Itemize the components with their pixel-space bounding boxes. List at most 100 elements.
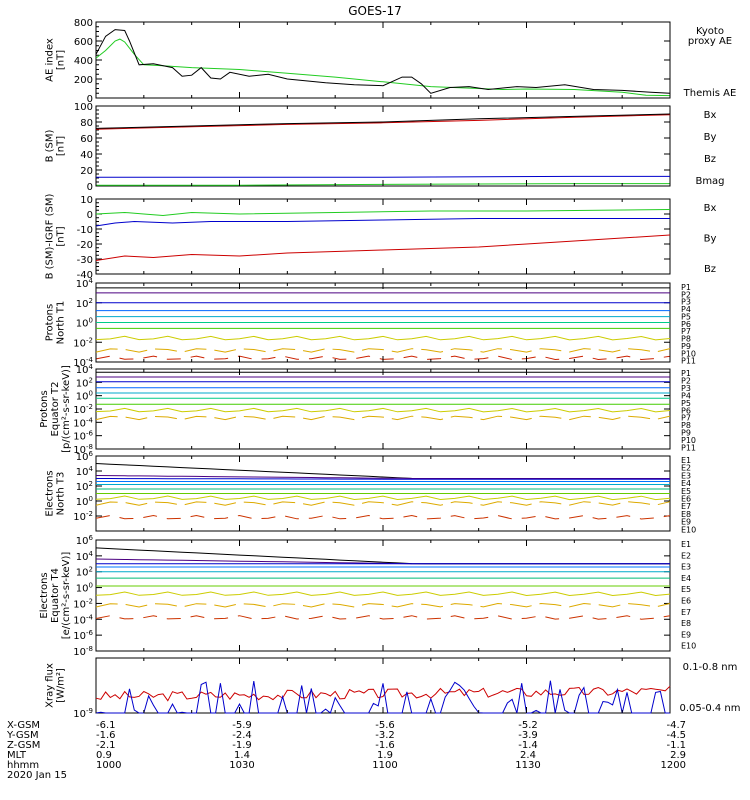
panel-0-series-kyoto-proxy-ae [95, 38, 671, 97]
panel-0-series-themis-ae [95, 29, 671, 94]
panel-4-legend-p6: P6 [681, 406, 691, 415]
panel-5-legend-e2: E2 [681, 464, 691, 473]
panel-0-ytick-label: 200 [74, 75, 93, 86]
panel-2-ytick-label: 0 [87, 210, 93, 221]
panel-1-ylabel: B (SM)[nT] [45, 129, 67, 162]
panel-2-legend-2: Bz [704, 264, 716, 275]
panel-5-legend-e7: E7 [681, 502, 691, 511]
panel-6-legend-e8: E8 [681, 619, 691, 628]
panel-5-ytick-label: 102 [76, 480, 93, 493]
panel-0-ytick-label: 800 [74, 18, 93, 29]
panel-7-legend-1: 0.05-0.4 nm [679, 703, 740, 714]
panel-7: 10-9 Xray flux[W/m²] 0.1-0.8 nm 0.05-0.4 nm [45, 657, 741, 720]
panel-1-ytick-label: 20 [80, 166, 93, 177]
panel-7-legend-0: 0.1-0.8 nm [683, 662, 738, 673]
panel-7-series-soft [95, 685, 671, 702]
panel-5-series-e9 [95, 501, 671, 506]
panel-3-legend-p2: P2 [681, 290, 691, 299]
panel-4-series-p8 [95, 407, 671, 413]
panel-1-ytick-label: 40 [80, 150, 93, 161]
panel-5-ytick-label: 106 [76, 450, 94, 463]
panel-6-ytick-label: 10-8 [73, 645, 93, 658]
panel-0-legend-0: Kyoto proxy AE [688, 26, 732, 47]
panel-5-ytick-label: 10-2 [73, 510, 93, 523]
x-axis-footer: X-GSM -6.1 -5.9 -5.6 -5.2 -4.7 Y-GSM -1.6 -2.4 -3… [6, 720, 686, 781]
figure-title: GOES-17 [348, 4, 402, 18]
panel-1-frame [95, 105, 671, 187]
footer-value: 1.9 [377, 750, 393, 761]
panel-3-ytick-label: 10-2 [73, 336, 93, 349]
panel-2-ytick-label: -20 [77, 240, 93, 251]
panel-6-legend-e1: E1 [681, 540, 691, 549]
footer-value: 1000 [96, 760, 121, 771]
panel-0-frame [95, 21, 671, 99]
footer-value: 1200 [661, 760, 686, 771]
panel-1-ytick-label: 100 [74, 102, 93, 113]
footer-value: -1.1 [666, 740, 686, 751]
panel-0-ytick-label: 600 [74, 37, 93, 48]
panel-2-series-bz [95, 234, 671, 261]
panel-2-legend-0: Bx [704, 203, 717, 214]
panel-5-legend-e3: E3 [681, 471, 691, 480]
panel-4-ytick-label: 10-2 [73, 403, 93, 416]
footer-value: -1.6 [375, 740, 395, 751]
panel-1-legend-2: Bz [704, 154, 716, 165]
footer-row-label-z-gsm: Z-GSM [7, 740, 40, 751]
panel-5-legend-e9: E9 [681, 518, 691, 527]
footer-value: -5.6 [375, 720, 395, 731]
panel-6-legend-e5: E5 [681, 585, 691, 594]
panel-4-legend-p4: P4 [681, 391, 691, 400]
footer-value: -2.1 [96, 740, 116, 751]
panel-2-ytick-label: -40 [77, 270, 93, 281]
panel-5-ytick-label: 104 [76, 465, 94, 478]
panel-6-legend-e3: E3 [681, 563, 691, 572]
panel-2-series-by [95, 209, 671, 217]
panel-3-series-p8 [95, 335, 671, 341]
panel-1-ytick-label: 0 [87, 182, 93, 193]
footer-value: -5.9 [232, 720, 252, 731]
panel-4-legend-p11: P11 [681, 444, 696, 453]
panel-5-ylabel: ElectronsNorth T3 [45, 470, 67, 516]
panel-4-legend-p3: P3 [681, 384, 691, 393]
panel-1-ytick-label: 60 [80, 134, 93, 145]
panel-7-ylabel: Xray flux[W/m²] [45, 663, 67, 708]
panel-1: 0 20 40 60 80 100 B (SM)[nT] Bx By Bz Bmag [45, 102, 725, 193]
panel-6-ytick-label: 10-2 [73, 597, 93, 610]
panel-3-series-p9 [95, 348, 671, 353]
panel-3-ytick-label: 102 [76, 297, 93, 310]
panel-1-series-bz [95, 114, 671, 130]
footer-value: -1.9 [232, 740, 252, 751]
panel-5-legend-e8: E8 [681, 510, 691, 519]
panel-3-legend-p4: P4 [681, 305, 691, 314]
panel-4-legend-p1: P1 [681, 369, 691, 378]
panel-2: -40 -30 -20 -10 0 10 B (SM)-IGRF (SM)[nT] Bx By B… [45, 194, 717, 281]
panel-2-ytick-label: 10 [80, 195, 93, 206]
footer-value: -1.6 [96, 730, 116, 741]
panel-6-series-e9 [95, 602, 671, 608]
footer-date: 2020 Jan 15 [7, 770, 67, 781]
panel-4-series-p9 [95, 415, 671, 421]
panel-6-legend-e10: E10 [681, 642, 696, 651]
panel-3-legend-p11: P11 [681, 357, 696, 366]
panel-4-ytick-label: 10-4 [73, 416, 93, 429]
panel-0: 0 200 400 600 800 AE index[nT] Kyoto proxy AE Th… [45, 18, 737, 105]
panel-6-series-e10 [95, 615, 671, 620]
panel-4-ytick-label: 104 [76, 363, 94, 376]
panel-5-legend-e5: E5 [681, 487, 691, 496]
footer-value: 2.9 [670, 750, 686, 761]
footer-value: -1.4 [518, 740, 538, 751]
footer-value: -4.5 [666, 730, 686, 741]
footer-value: 1030 [229, 760, 254, 771]
panel-1-series-bx [96, 175, 670, 178]
panel-3-legend-p7: P7 [681, 327, 691, 336]
panel-2-ytick-label: -30 [77, 255, 93, 266]
panel-2-ytick-label: -10 [77, 225, 93, 236]
panel-4-legend-p5: P5 [681, 399, 691, 408]
panel-6: 10-8 10-6 10-4 10-2 100 102 104 106 ElectronsEqu… [39, 534, 696, 658]
panel-7-ytick-label: 10-9 [73, 707, 93, 720]
panel-6-ytick-label: 100 [76, 582, 93, 595]
panel-5-legend-e4: E4 [681, 479, 691, 488]
